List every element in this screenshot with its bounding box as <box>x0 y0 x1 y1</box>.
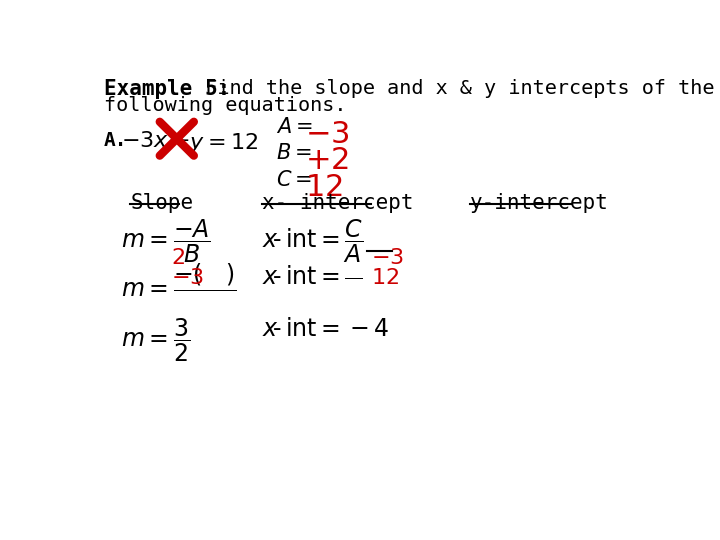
Text: $m = \dfrac{-(\ \ \ )}{\ \ }$: $m = \dfrac{-(\ \ \ )}{\ \ }$ <box>121 265 236 302</box>
Text: following equations.: following equations. <box>104 96 346 116</box>
Text: $2$: $2$ <box>171 248 184 268</box>
Text: $-3$: $-3$ <box>371 248 403 268</box>
Text: $y = 12$: $y = 12$ <box>189 131 258 155</box>
Text: y-intercept: y-intercept <box>469 193 608 213</box>
Text: x- intercept: x- intercept <box>262 193 413 213</box>
Text: $C =$: $C =$ <box>276 170 312 190</box>
Text: $x\!\text{-}\,\mathrm{int} = \dfrac{\ \ }{\ \ }$: $x\!\text{-}\,\mathrm{int} = \dfrac{\ \ … <box>262 265 362 289</box>
Text: $+2$: $+2$ <box>305 146 349 176</box>
Text: A.: A. <box>104 131 127 150</box>
Text: $-3x +$: $-3x +$ <box>121 131 189 151</box>
Text: $m = \dfrac{-A}{B}$: $m = \dfrac{-A}{B}$ <box>121 217 211 265</box>
Text: $B =$: $B =$ <box>276 143 312 163</box>
Text: $12$: $12$ <box>305 173 343 202</box>
Text: $A =$: $A =$ <box>276 117 312 137</box>
Text: Find the slope and x & y intercepts of the: Find the slope and x & y intercepts of t… <box>181 79 715 98</box>
Text: $-3$: $-3$ <box>305 120 350 149</box>
Text: Slope: Slope <box>130 193 194 213</box>
Text: $x\!\text{-}\,\mathrm{int} = \dfrac{C}{A}$: $x\!\text{-}\,\mathrm{int} = \dfrac{C}{A… <box>262 217 364 265</box>
Text: $12$: $12$ <box>371 268 399 288</box>
Text: $x\!\text{-}\,\mathrm{int} = -4$: $x\!\text{-}\,\mathrm{int} = -4$ <box>262 316 390 341</box>
Text: $-3$: $-3$ <box>171 268 204 288</box>
Text: Example 5:: Example 5: <box>104 79 230 99</box>
Text: $m = \dfrac{3}{2}$: $m = \dfrac{3}{2}$ <box>121 316 190 364</box>
